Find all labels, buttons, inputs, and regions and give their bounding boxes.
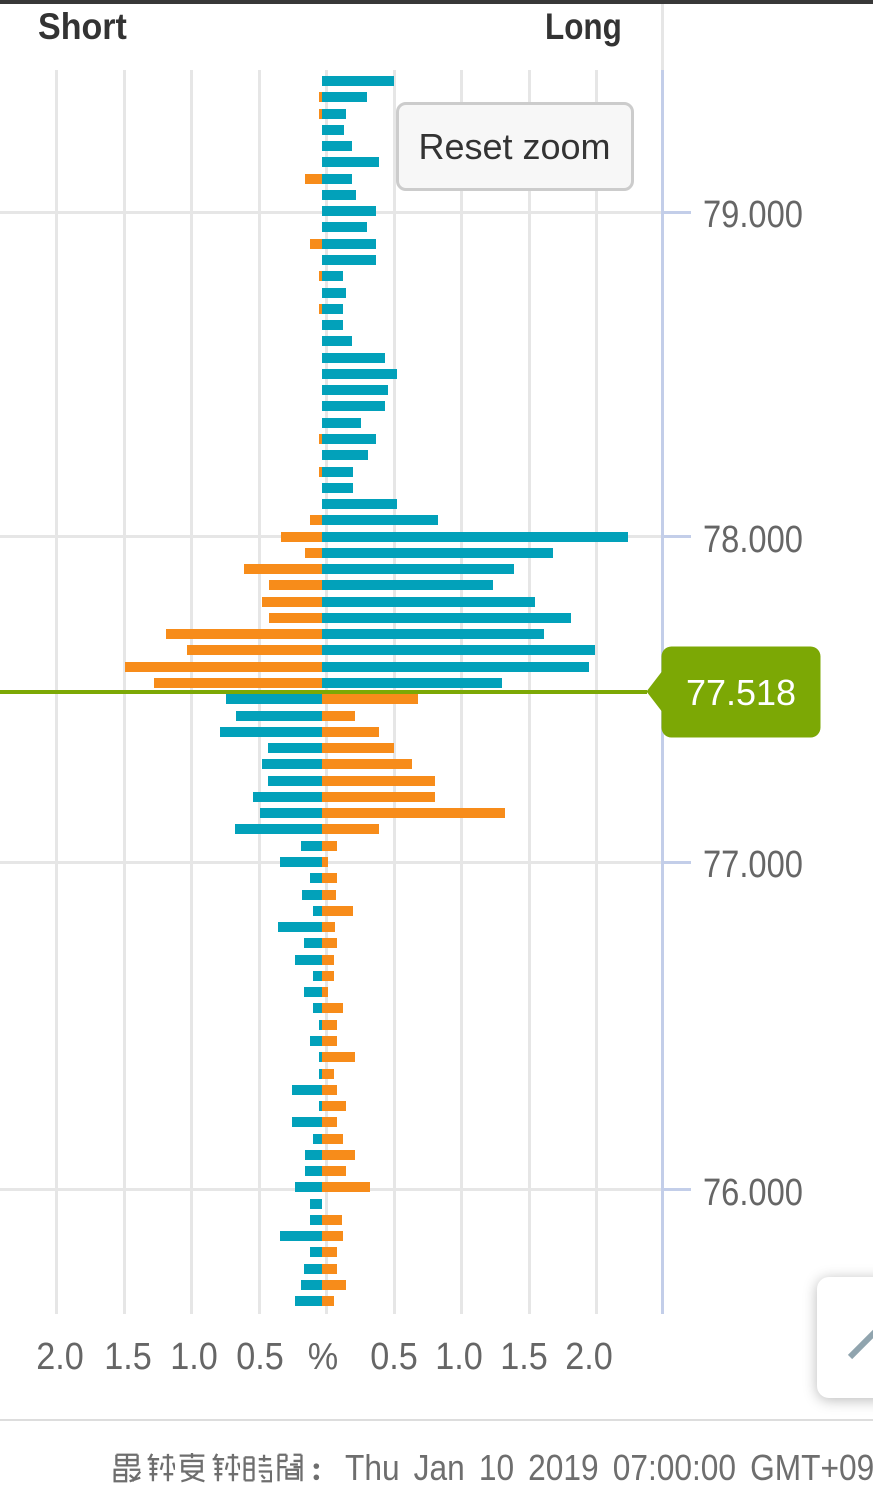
- svg-text:77.518: 77.518: [686, 672, 796, 713]
